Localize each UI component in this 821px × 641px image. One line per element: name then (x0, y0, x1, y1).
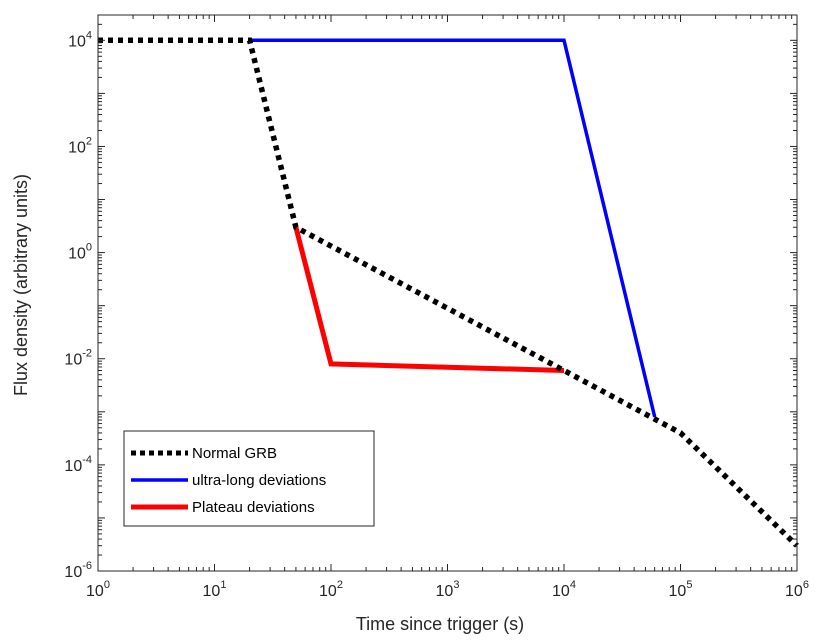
y-tick-label: 102 (68, 135, 92, 156)
y-tick-label: 10-6 (64, 560, 92, 581)
legend: Normal GRB ultra-long deviations Plateau… (123, 430, 375, 527)
legend-entry-plateau: Plateau deviations (131, 499, 315, 516)
x-tick-label: 105 (669, 579, 693, 600)
legend-label-normal-grb: Normal GRB (192, 445, 277, 462)
x-tick-label: 101 (203, 579, 227, 600)
tick-labels: 100 101 102 103 104 105 106 10-6 10-4 10-2 100 102 1… (64, 29, 809, 600)
ticks-layer (97, 14, 798, 572)
y-axis-title: Flux density (arbitrary units) (11, 174, 31, 396)
series-line-plateau-deviations (293, 226, 565, 373)
series-layer (98, 37, 799, 548)
y-tick-label: 10-2 (64, 348, 92, 369)
x-tick-label: 102 (319, 579, 343, 600)
series-line-ultra-long-deviations (249, 38, 657, 418)
legend-entry-ultra-long: ultra-long deviations (131, 472, 326, 489)
x-axis-title: Time since trigger (s) (356, 614, 524, 634)
x-tick-label: 100 (86, 579, 110, 600)
y-tick-label: 100 (68, 242, 92, 263)
y-tick-label: 104 (68, 29, 92, 50)
x-tick-label: 106 (785, 579, 809, 600)
legend-entry-normal-grb: Normal GRB (131, 445, 277, 462)
legend-label-ultra-long: ultra-long deviations (192, 472, 326, 489)
legend-label-plateau: Plateau deviations (192, 499, 315, 516)
y-tick-label: 10-4 (64, 454, 92, 475)
x-tick-label: 103 (436, 579, 460, 600)
x-tick-label: 104 (552, 579, 576, 600)
